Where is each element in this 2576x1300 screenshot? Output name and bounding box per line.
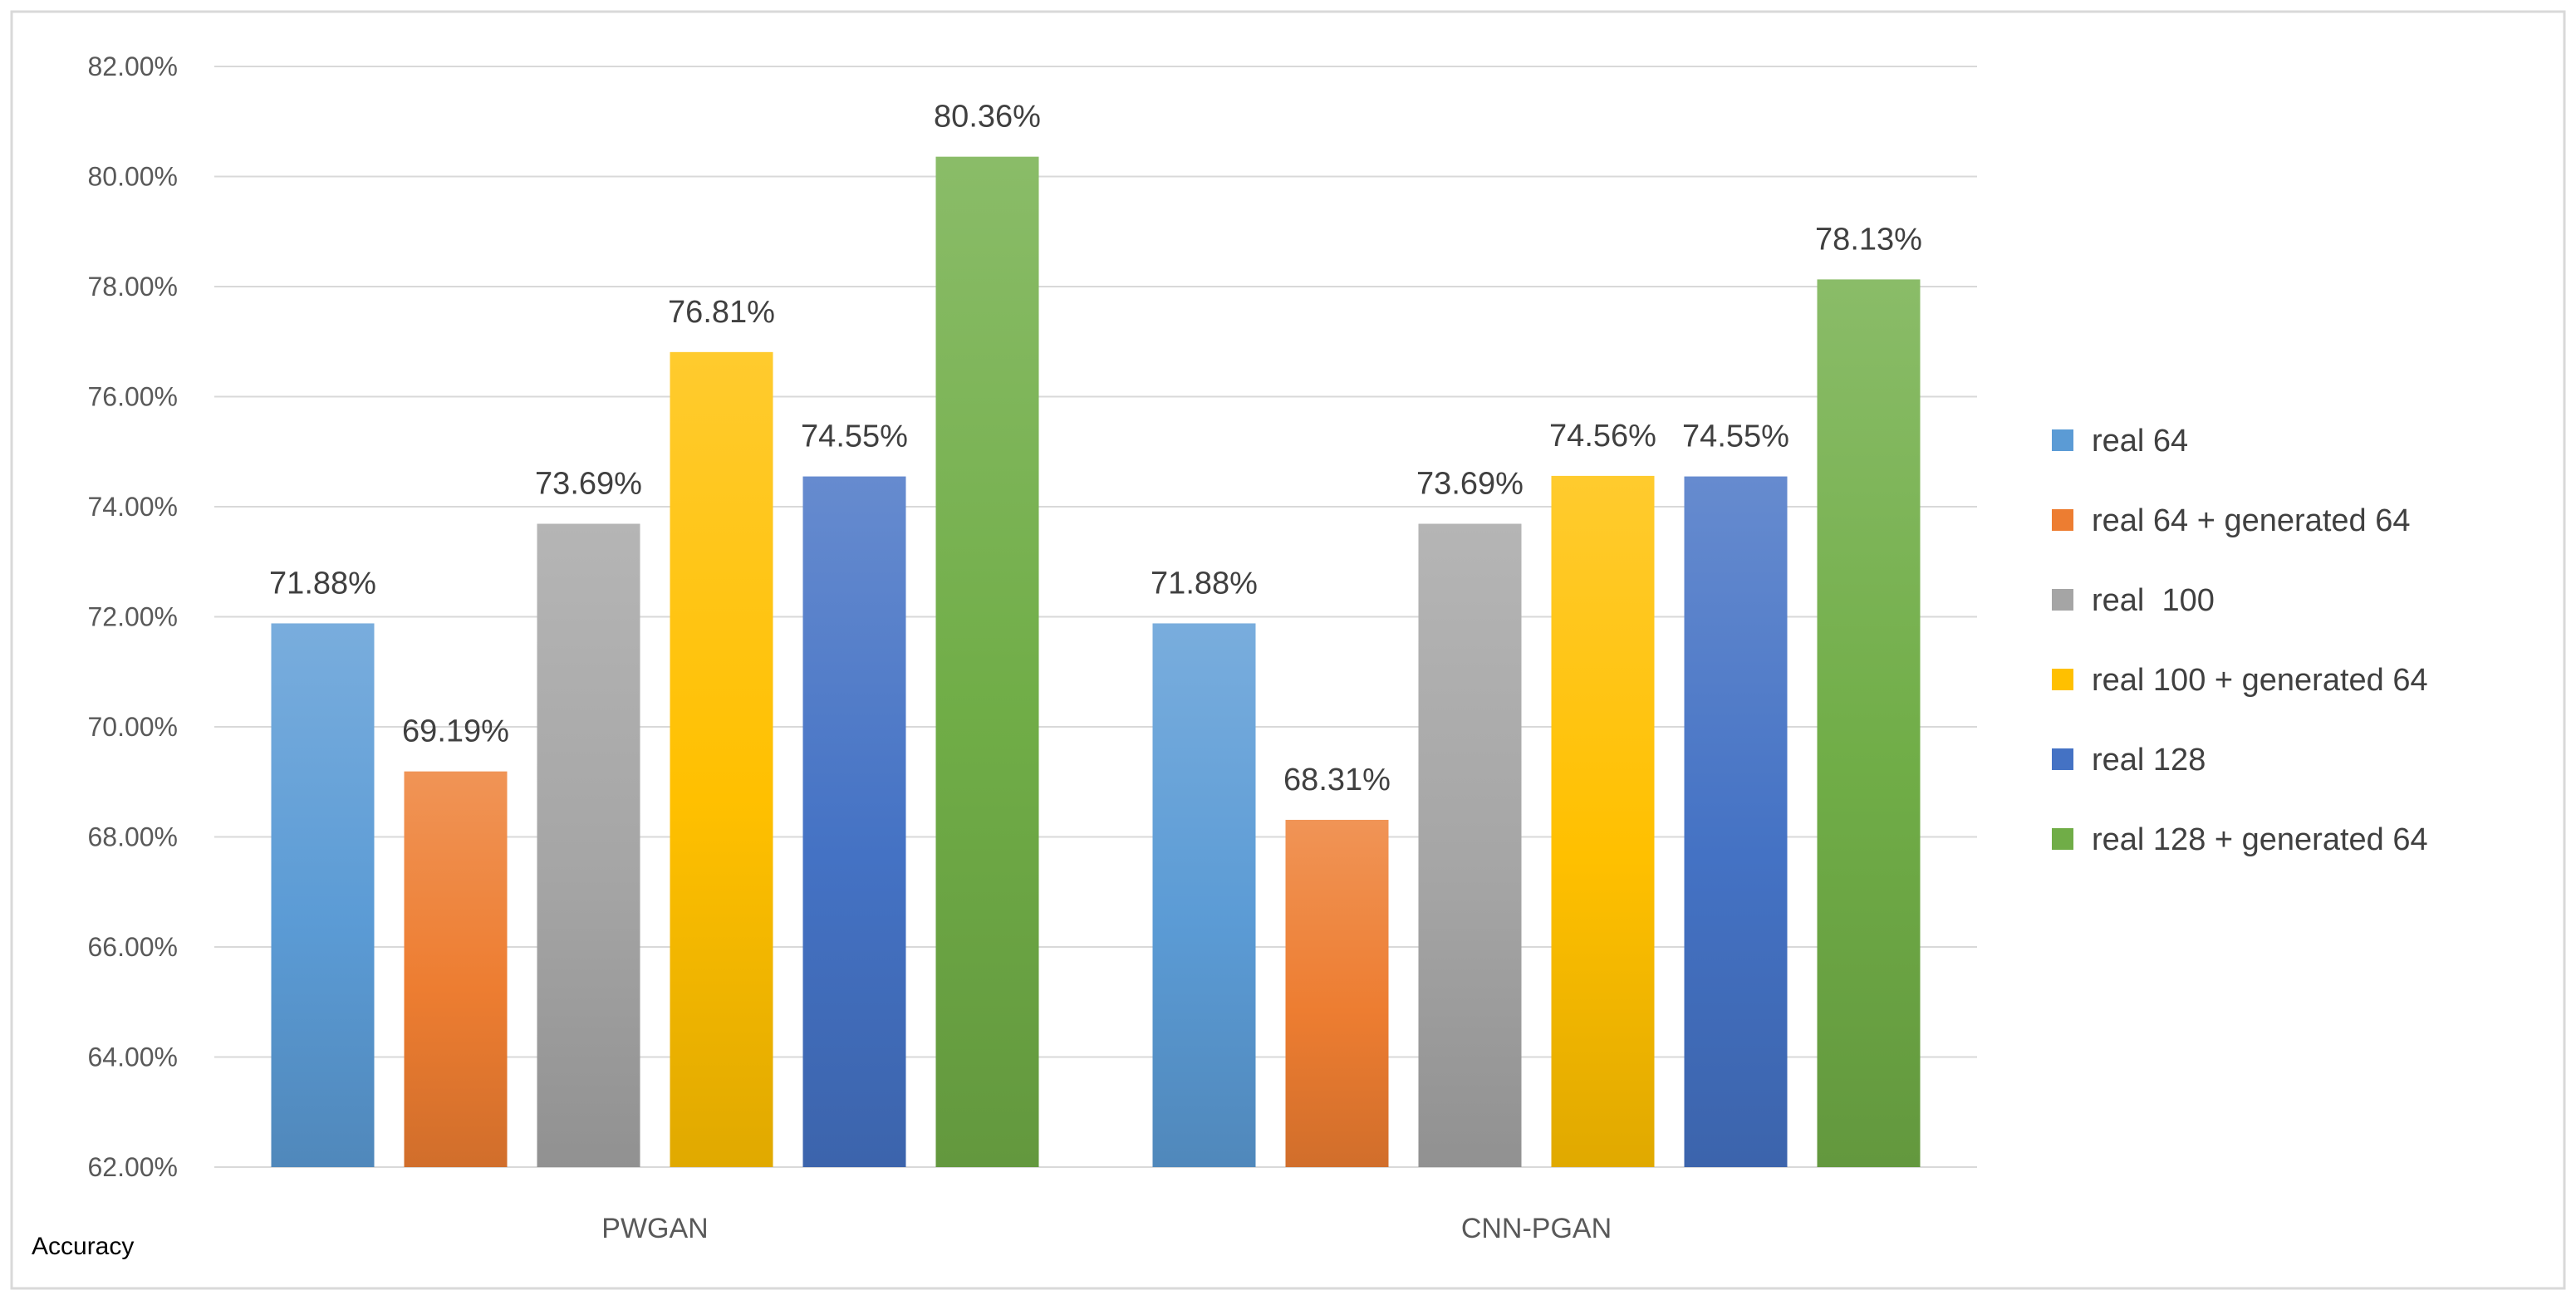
legend-label: real 100 [2092, 583, 2215, 618]
y-tick-label: 64.00% [87, 1042, 178, 1072]
x-axis-categories: PWGAN CNN-PGAN [601, 1213, 1612, 1244]
legend-swatch [2052, 589, 2073, 611]
data-label: 76.81% [668, 295, 775, 330]
legend-swatch [2052, 669, 2073, 690]
legend-label: real 64 [2092, 424, 2188, 459]
gridlines [214, 66, 1977, 1168]
y-tick-label: 62.00% [87, 1152, 178, 1182]
bar [1152, 623, 1256, 1167]
y-tick-label: 78.00% [87, 272, 178, 302]
legend-label: real 128 [2092, 743, 2206, 778]
y-tick-label: 72.00% [87, 602, 178, 632]
y-tick-label: 76.00% [87, 382, 178, 412]
legend-swatch [2052, 509, 2073, 531]
y-axis-ticks: 62.00% 64.00% 66.00% 68.00% 70.00% 72.00% 74.0… [87, 52, 178, 1182]
data-label: 71.88% [269, 566, 376, 601]
legend-swatch [2052, 828, 2073, 850]
data-label: 78.13% [1815, 222, 1922, 257]
y-tick-label: 66.00% [87, 932, 178, 962]
bar [670, 351, 773, 1167]
y-tick-label: 80.00% [87, 162, 178, 192]
bar [1817, 279, 1921, 1168]
legend: real 64 real 64 + generated 64 real 100 rea… [2052, 424, 2428, 857]
data-label: 71.88% [1151, 566, 1258, 601]
bars [271, 156, 1921, 1168]
legend-swatch [2052, 429, 2073, 451]
data-label: 74.56% [1549, 419, 1656, 454]
bar [271, 623, 375, 1167]
x-category-label: PWGAN [601, 1213, 708, 1244]
bar [935, 156, 1039, 1167]
legend-label: real 128 + generated 64 [2092, 822, 2428, 857]
bar [802, 476, 906, 1167]
x-category-label: CNN-PGAN [1461, 1213, 1612, 1244]
bar [1551, 475, 1655, 1167]
data-label: 69.19% [402, 714, 509, 749]
y-tick-label: 68.00% [87, 822, 178, 852]
y-tick-label: 70.00% [87, 712, 178, 742]
bar [1285, 819, 1389, 1167]
bar [1418, 523, 1522, 1167]
data-label: 73.69% [1416, 467, 1524, 502]
bar [404, 771, 508, 1167]
data-label: 73.69% [535, 467, 642, 502]
y-tick-label: 82.00% [87, 52, 178, 81]
y-axis-title: Accuracy [32, 1233, 134, 1260]
data-label: 68.31% [1283, 763, 1391, 797]
bar [1684, 476, 1788, 1167]
legend-label: real 100 + generated 64 [2092, 663, 2428, 698]
bar [537, 523, 640, 1167]
data-labels: 71.88% 69.19% 73.69% 76.81% 74.55% 80.36% 71.8… [269, 100, 1922, 797]
data-label: 74.55% [801, 419, 908, 454]
data-label: 80.36% [934, 100, 1041, 135]
y-tick-label: 74.00% [87, 492, 178, 522]
legend-label: real 64 + generated 64 [2092, 503, 2410, 538]
legend-swatch [2052, 748, 2073, 770]
data-label: 74.55% [1682, 419, 1789, 454]
